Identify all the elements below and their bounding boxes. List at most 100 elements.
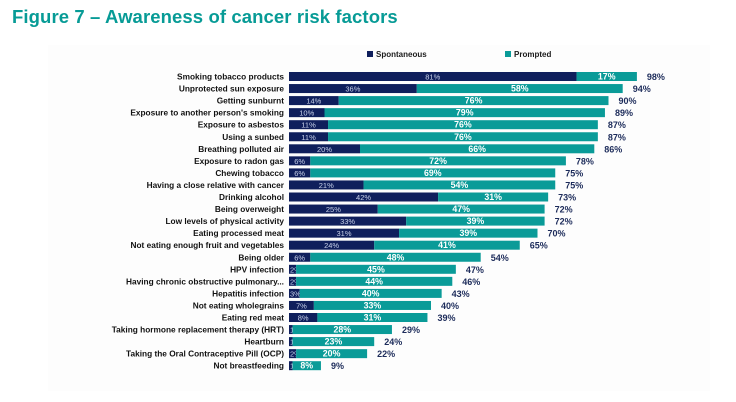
- legend-swatch-prompted: [505, 51, 511, 57]
- bar-spontaneous-label: 33%: [340, 217, 355, 226]
- bar-total-label: 54%: [491, 253, 509, 263]
- bar-spontaneous-label: 21%: [319, 181, 334, 190]
- bar-spontaneous-segment: [289, 192, 439, 202]
- bar-spontaneous-label: 25%: [326, 205, 341, 214]
- bar-prompted-segment: [292, 337, 375, 347]
- bar-spontaneous-segment: [289, 168, 311, 178]
- bar-prompted-segment: [296, 264, 456, 274]
- bar-prompted-label: 47%: [452, 204, 470, 214]
- category-label: Eating red meat: [222, 313, 284, 323]
- category-label: Being older: [238, 252, 284, 262]
- bar-spontaneous-label: 2%: [290, 350, 301, 359]
- legend-item-spontaneous: Spontaneous: [367, 47, 427, 61]
- bar-prompted-segment: [416, 84, 623, 94]
- bar-spontaneous-segment: [289, 96, 339, 106]
- bar-total-label: 46%: [462, 277, 480, 287]
- bar-prompted-segment: [399, 228, 538, 238]
- bar-prompted-label: 20%: [323, 349, 341, 359]
- bar-prompted-segment: [310, 168, 556, 178]
- legend-item-prompted: Prompted: [505, 47, 551, 61]
- bar-prompted-segment: [313, 300, 431, 310]
- bar-prompted-label: 76%: [454, 132, 472, 142]
- bar-spontaneous-segment: [289, 288, 300, 298]
- bar-prompted-label: 23%: [325, 337, 343, 347]
- bar-prompted-segment: [374, 240, 520, 250]
- bar-prompted-segment: [310, 156, 566, 166]
- bar-prompted-segment: [296, 349, 368, 359]
- bar-spontaneous-label: 11%: [301, 133, 316, 142]
- bar-spontaneous-segment: [289, 216, 407, 226]
- bar-total-label: 73%: [558, 193, 576, 203]
- bar-spontaneous-label: 36%: [345, 85, 360, 94]
- category-label: Eating processed meat: [193, 228, 284, 238]
- bar-spontaneous-segment: [289, 72, 577, 81]
- bar-total-label: 98%: [647, 72, 665, 82]
- category-label: Exposure to another person's smoking: [130, 108, 284, 118]
- bar-spontaneous-label: 3%: [290, 289, 301, 298]
- bar-spontaneous-label: 6%: [294, 169, 305, 178]
- bar-prompted-label: 45%: [367, 264, 385, 274]
- bar-prompted-label: 58%: [511, 84, 529, 94]
- category-label: Not eating wholegrains: [193, 300, 285, 310]
- category-label: Taking hormone replacement therapy (HRT): [112, 325, 285, 335]
- bar-total-label: 24%: [384, 337, 402, 347]
- bar-spontaneous-segment: [289, 156, 311, 166]
- bar-spontaneous-segment: [289, 108, 325, 118]
- bar-prompted-label: 8%: [300, 361, 313, 371]
- bar-prompted-label: 39%: [459, 228, 477, 238]
- bar-prompted-label: 66%: [468, 144, 486, 154]
- bar-prompted-segment: [377, 204, 545, 214]
- bar-total-label: 90%: [619, 96, 637, 106]
- bar-spontaneous-segment: [289, 349, 297, 359]
- bar-prompted-segment: [328, 120, 598, 130]
- bar-prompted-label: 72%: [429, 156, 447, 166]
- chart-title: Figure 7 – Awareness of cancer risk fact…: [12, 6, 398, 27]
- category-label: Exposure to radon gas: [194, 156, 284, 166]
- bar-prompted-segment: [292, 325, 392, 335]
- bar-total-label: 87%: [608, 132, 626, 142]
- bar-prompted-label: 40%: [362, 288, 380, 298]
- bar-spontaneous-segment: [289, 84, 417, 94]
- bar-total-label: 40%: [441, 301, 459, 311]
- category-label: Using a sunbed: [222, 132, 284, 142]
- bar-prompted-label: 76%: [454, 120, 472, 130]
- bar-prompted-segment: [299, 288, 442, 298]
- bar-prompted-label: 44%: [365, 276, 383, 286]
- category-label: Unprotected sun exposure: [179, 84, 284, 94]
- bar-spontaneous-segment: [289, 204, 378, 214]
- bar-prompted-segment: [576, 72, 637, 81]
- category-label: Exposure to asbestos: [198, 120, 285, 130]
- category-label: Getting sunburnt: [217, 96, 285, 106]
- bar-prompted-segment: [338, 96, 609, 106]
- bar-prompted-segment: [363, 180, 556, 190]
- bar-spontaneous-label: 8%: [298, 314, 309, 323]
- bar-prompted-segment: [406, 216, 545, 226]
- category-label: Not eating enough fruit and vegetables: [130, 240, 284, 250]
- category-label: Being overweight: [215, 204, 284, 214]
- bar-spontaneous-label: 7%: [296, 301, 307, 310]
- bar-spontaneous-label: 20%: [317, 145, 332, 154]
- bar-total-label: 87%: [608, 120, 626, 130]
- category-label: Not breastfeeding: [213, 361, 284, 371]
- legend-label-prompted: Prompted: [514, 49, 552, 59]
- bar-total-label: 75%: [565, 180, 583, 190]
- bar-prompted-segment: [328, 132, 598, 142]
- bar-spontaneous-label: 2%: [290, 265, 301, 274]
- bar-total-label: 70%: [548, 229, 566, 239]
- bar-spontaneous-segment: [289, 264, 297, 274]
- bar-prompted-segment: [292, 361, 321, 371]
- bar-spontaneous-label: 31%: [337, 229, 352, 238]
- bar-total-label: 43%: [452, 289, 470, 299]
- category-label: Breathing polluted air: [198, 144, 285, 154]
- bar-total-label: 65%: [530, 241, 548, 251]
- bar-spontaneous-segment: [289, 325, 293, 335]
- bar-prompted-label: 28%: [333, 325, 351, 335]
- bar-total-label: 75%: [565, 168, 583, 178]
- bar-total-label: 39%: [437, 313, 455, 323]
- category-label: Chewing tobacco: [215, 168, 284, 178]
- bar-prompted-label: 17%: [598, 72, 616, 82]
- bar-spontaneous-segment: [289, 144, 360, 154]
- category-label: Smoking tobacco products: [177, 72, 284, 82]
- bar-spontaneous-segment: [289, 300, 314, 310]
- bar-spontaneous-segment: [289, 132, 329, 142]
